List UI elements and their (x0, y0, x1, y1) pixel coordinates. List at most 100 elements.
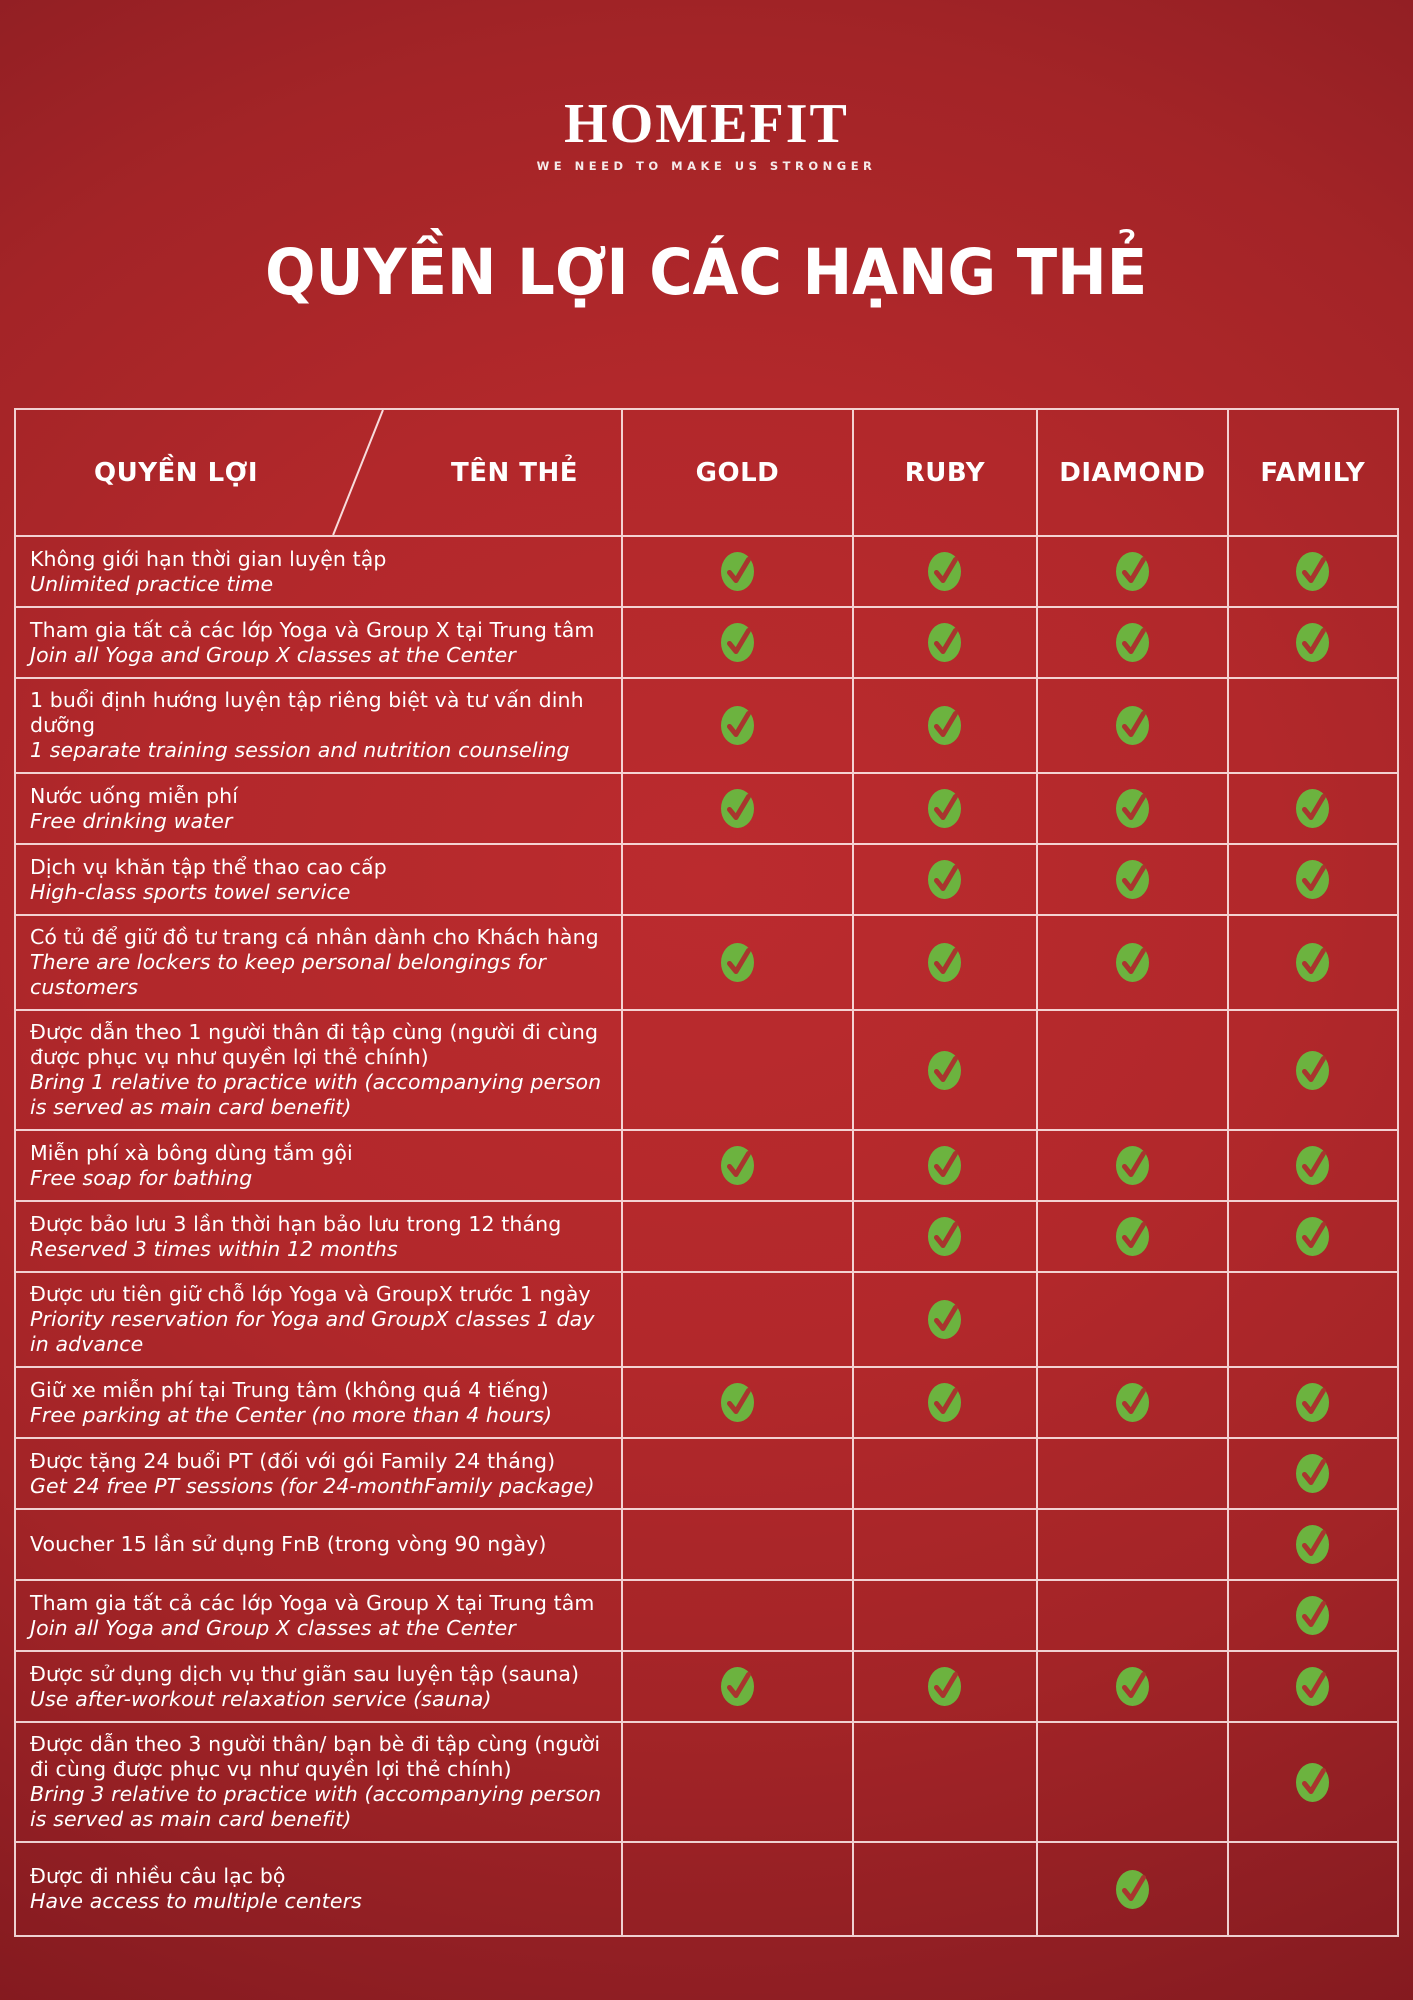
table-row: Voucher 15 lần sử dụng FnB (trong vòng 9… (16, 1508, 1397, 1579)
tier-cell (621, 1273, 851, 1366)
benefit-cell: Miễn phí xà bông dùng tắm gội Free soap … (16, 1131, 621, 1200)
tier-cell (851, 679, 1037, 772)
tier-cell (1226, 537, 1397, 606)
tier-cell (1226, 608, 1397, 677)
benefit-en: There are lockers to keep personal belon… (30, 950, 547, 999)
diagonal-divider-line (332, 410, 384, 535)
tier-cell (851, 916, 1037, 1009)
tier-cell (1036, 845, 1226, 914)
check-icon (928, 706, 962, 745)
benefit-cell: Có tủ để giữ đồ tư trang cá nhân dành ch… (16, 916, 621, 1009)
benefit-vn: Được đi nhiều câu lạc bộ (30, 1864, 286, 1888)
tier-cell (621, 608, 851, 677)
tier-cell (621, 1510, 851, 1579)
check-icon (1296, 1762, 1330, 1802)
tier-cell (1036, 679, 1226, 772)
check-icon (1296, 1525, 1330, 1564)
check-icon (928, 1050, 962, 1090)
tier-cell (1226, 679, 1397, 772)
benefit-cell: Tham gia tất cả các lớp Yoga và Group X … (16, 1581, 621, 1650)
benefit-en: Have access to multiple centers (30, 1889, 362, 1913)
check-icon (1115, 943, 1149, 982)
benefit-vn: 1 buổi định hướng luyện tập riêng biệt v… (30, 688, 584, 737)
tier-cell (1036, 774, 1226, 843)
benefit-en: Priority reservation for Yoga and GroupX… (30, 1307, 595, 1356)
check-icon (720, 706, 754, 745)
benefit-en: Free drinking water (30, 808, 233, 833)
check-icon (1115, 706, 1149, 745)
benefit-vn: Miễn phí xà bông dùng tắm gội (30, 1140, 353, 1165)
tier-cell (1226, 1843, 1397, 1935)
tier-cell (621, 1131, 851, 1200)
corner-right-label: TÊN THẺ (451, 457, 579, 488)
check-icon (1296, 1667, 1330, 1706)
check-icon (720, 943, 754, 982)
benefit-en: Bring 1 relative to practice with (accom… (30, 1070, 602, 1119)
benefit-cell: Được tặng 24 buổi PT (đối với gói Family… (16, 1439, 621, 1508)
page-title: QUYỀN LỢI CÁC HẠNG THẺ (265, 236, 1148, 309)
check-icon (1296, 623, 1330, 662)
check-icon (928, 1217, 962, 1256)
tier-cell (851, 1652, 1037, 1721)
tier-cell (621, 1439, 851, 1508)
check-icon (720, 552, 754, 591)
benefit-vn: Tham gia tất cả các lớp Yoga và Group X … (30, 1590, 595, 1615)
check-icon (1296, 552, 1330, 591)
tier-cell (1226, 1011, 1397, 1129)
tier-cell (621, 1723, 851, 1841)
benefit-cell: Được sử dụng dịch vụ thư giãn sau luyện … (16, 1652, 621, 1721)
tier-cell (851, 1843, 1037, 1935)
tier-cell (1036, 608, 1226, 677)
benefit-cell: Dịch vụ khăn tập thể thao cao cấp High-c… (16, 845, 621, 914)
check-icon (928, 860, 962, 899)
check-icon (928, 623, 962, 662)
tier-header-gold: GOLD (621, 410, 851, 535)
tier-cell (1226, 1202, 1397, 1271)
tier-cell (621, 916, 851, 1009)
benefit-cell: 1 buổi định hướng luyện tập riêng biệt v… (16, 679, 621, 772)
check-icon (1115, 1667, 1149, 1706)
benefit-en: Unlimited practice time (30, 571, 274, 596)
benefit-cell: Voucher 15 lần sử dụng FnB (trong vòng 9… (16, 1510, 621, 1579)
check-icon (1115, 1217, 1149, 1256)
check-icon (1115, 789, 1149, 828)
check-icon (1296, 1383, 1330, 1422)
tier-cell (1036, 1843, 1226, 1935)
table-row: Dịch vụ khăn tập thể thao cao cấp High-c… (16, 843, 1397, 914)
corner-cell: QUYỀN LỢI TÊN THẺ (16, 410, 621, 535)
tier-cell (621, 1202, 851, 1271)
tier-cell (851, 1368, 1037, 1437)
tier-cell (1226, 1581, 1397, 1650)
check-icon (928, 552, 962, 591)
tier-cell (851, 774, 1037, 843)
benefit-cell: Được dẫn theo 3 người thân/ bạn bè đi tậ… (16, 1723, 621, 1841)
tier-cell (851, 608, 1037, 677)
benefit-vn: Nước uống miễn phí (30, 783, 239, 808)
tier-cell (1226, 1723, 1397, 1841)
tier-cell (621, 845, 851, 914)
benefit-cell: Được bảo lưu 3 lần thời hạn bảo lưu tron… (16, 1202, 621, 1271)
tier-cell (1036, 1581, 1226, 1650)
benefit-vn: Có tủ để giữ đồ tư trang cá nhân dành ch… (30, 925, 599, 949)
table-row: 1 buổi định hướng luyện tập riêng biệt v… (16, 677, 1397, 772)
tier-cell (1226, 1273, 1397, 1366)
benefit-en: Free parking at the Center (no more than… (30, 1402, 553, 1427)
tier-cell (1036, 1368, 1226, 1437)
table-row: Giữ xe miễn phí tại Trung tâm (không quá… (16, 1366, 1397, 1437)
table-row: Miễn phí xà bông dùng tắm gội Free soap … (16, 1129, 1397, 1200)
benefit-vn: Voucher 15 lần sử dụng FnB (trong vòng 9… (30, 1532, 547, 1556)
table-row: Nước uống miễn phí Free drinking water (16, 772, 1397, 843)
benefit-en: High-class sports towel service (30, 879, 351, 904)
benefit-cell: Không giới hạn thời gian luyện tập Unlim… (16, 537, 621, 606)
benefits-table: QUYỀN LỢI TÊN THẺ GOLD RUBY DIAMOND FAMI… (14, 408, 1399, 1937)
check-icon (928, 943, 962, 982)
tier-cell (851, 537, 1037, 606)
tier-cell (1036, 1439, 1226, 1508)
corner-left-label: QUYỀN LỢI (94, 457, 259, 488)
check-icon (1296, 943, 1330, 982)
table-row: Được bảo lưu 3 lần thời hạn bảo lưu tron… (16, 1200, 1397, 1271)
tier-cell (1226, 1131, 1397, 1200)
table-row: Được dẫn theo 3 người thân/ bạn bè đi tậ… (16, 1721, 1397, 1841)
tier-cell (621, 1581, 851, 1650)
